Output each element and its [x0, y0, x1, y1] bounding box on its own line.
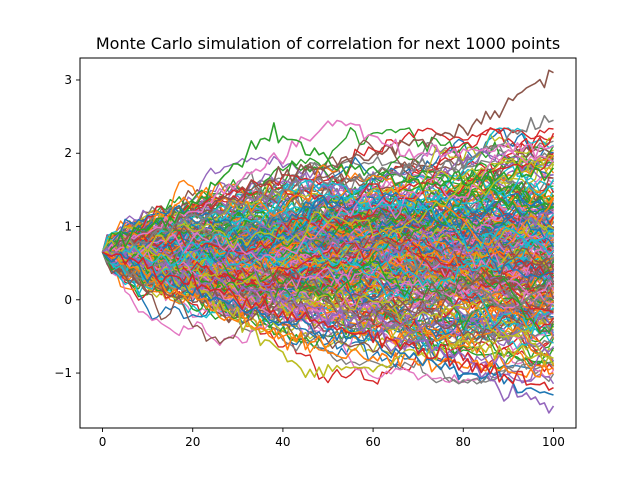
highlighted-path	[101, 114, 554, 253]
simulation-path	[102, 251, 555, 357]
simulation-path	[102, 225, 555, 282]
simulation-path	[101, 239, 554, 290]
simulation-path	[102, 164, 555, 254]
x-tick-label: 40	[275, 435, 290, 449]
simulation-path	[102, 240, 554, 320]
x-axis: 0 20 40 60 80 100	[99, 428, 565, 449]
highlighted-path	[102, 248, 555, 414]
simulation-path	[101, 154, 554, 253]
simulation-path	[102, 127, 555, 259]
simulation-path	[102, 247, 554, 308]
simulation-path	[102, 192, 554, 253]
x-tick-label: 80	[456, 435, 471, 449]
x-tick-label: 0	[99, 435, 107, 449]
highlighted-path	[102, 251, 554, 378]
highlighted-paths	[101, 69, 555, 414]
y-tick-label: 2	[64, 146, 72, 160]
y-tick-label: 3	[64, 73, 72, 87]
x-tick-label: 100	[542, 435, 565, 449]
highlighted-path	[102, 251, 554, 391]
simulation-path	[101, 200, 555, 263]
y-tick-label: −1	[54, 366, 72, 380]
y-axis: −1 0 1 2 3	[54, 73, 80, 380]
simulation-path	[102, 148, 554, 268]
simulation-path	[101, 251, 554, 345]
simulation-path	[102, 221, 554, 276]
highlighted-path	[102, 122, 555, 257]
x-tick-label: 20	[185, 435, 200, 449]
x-tick-label: 60	[365, 435, 380, 449]
y-tick-label: 1	[64, 220, 72, 234]
simulation-path	[102, 245, 554, 331]
highlighted-path	[101, 251, 554, 396]
simulation-path	[102, 229, 554, 324]
simulation-path	[101, 215, 554, 296]
plot-frame	[79, 57, 577, 429]
highlighted-path	[102, 69, 554, 256]
simulation-path	[102, 247, 555, 332]
chart-title: Monte Carlo simulation of correlation fo…	[96, 34, 560, 53]
simulation-path	[102, 179, 554, 267]
y-tick-label: 0	[64, 293, 72, 307]
